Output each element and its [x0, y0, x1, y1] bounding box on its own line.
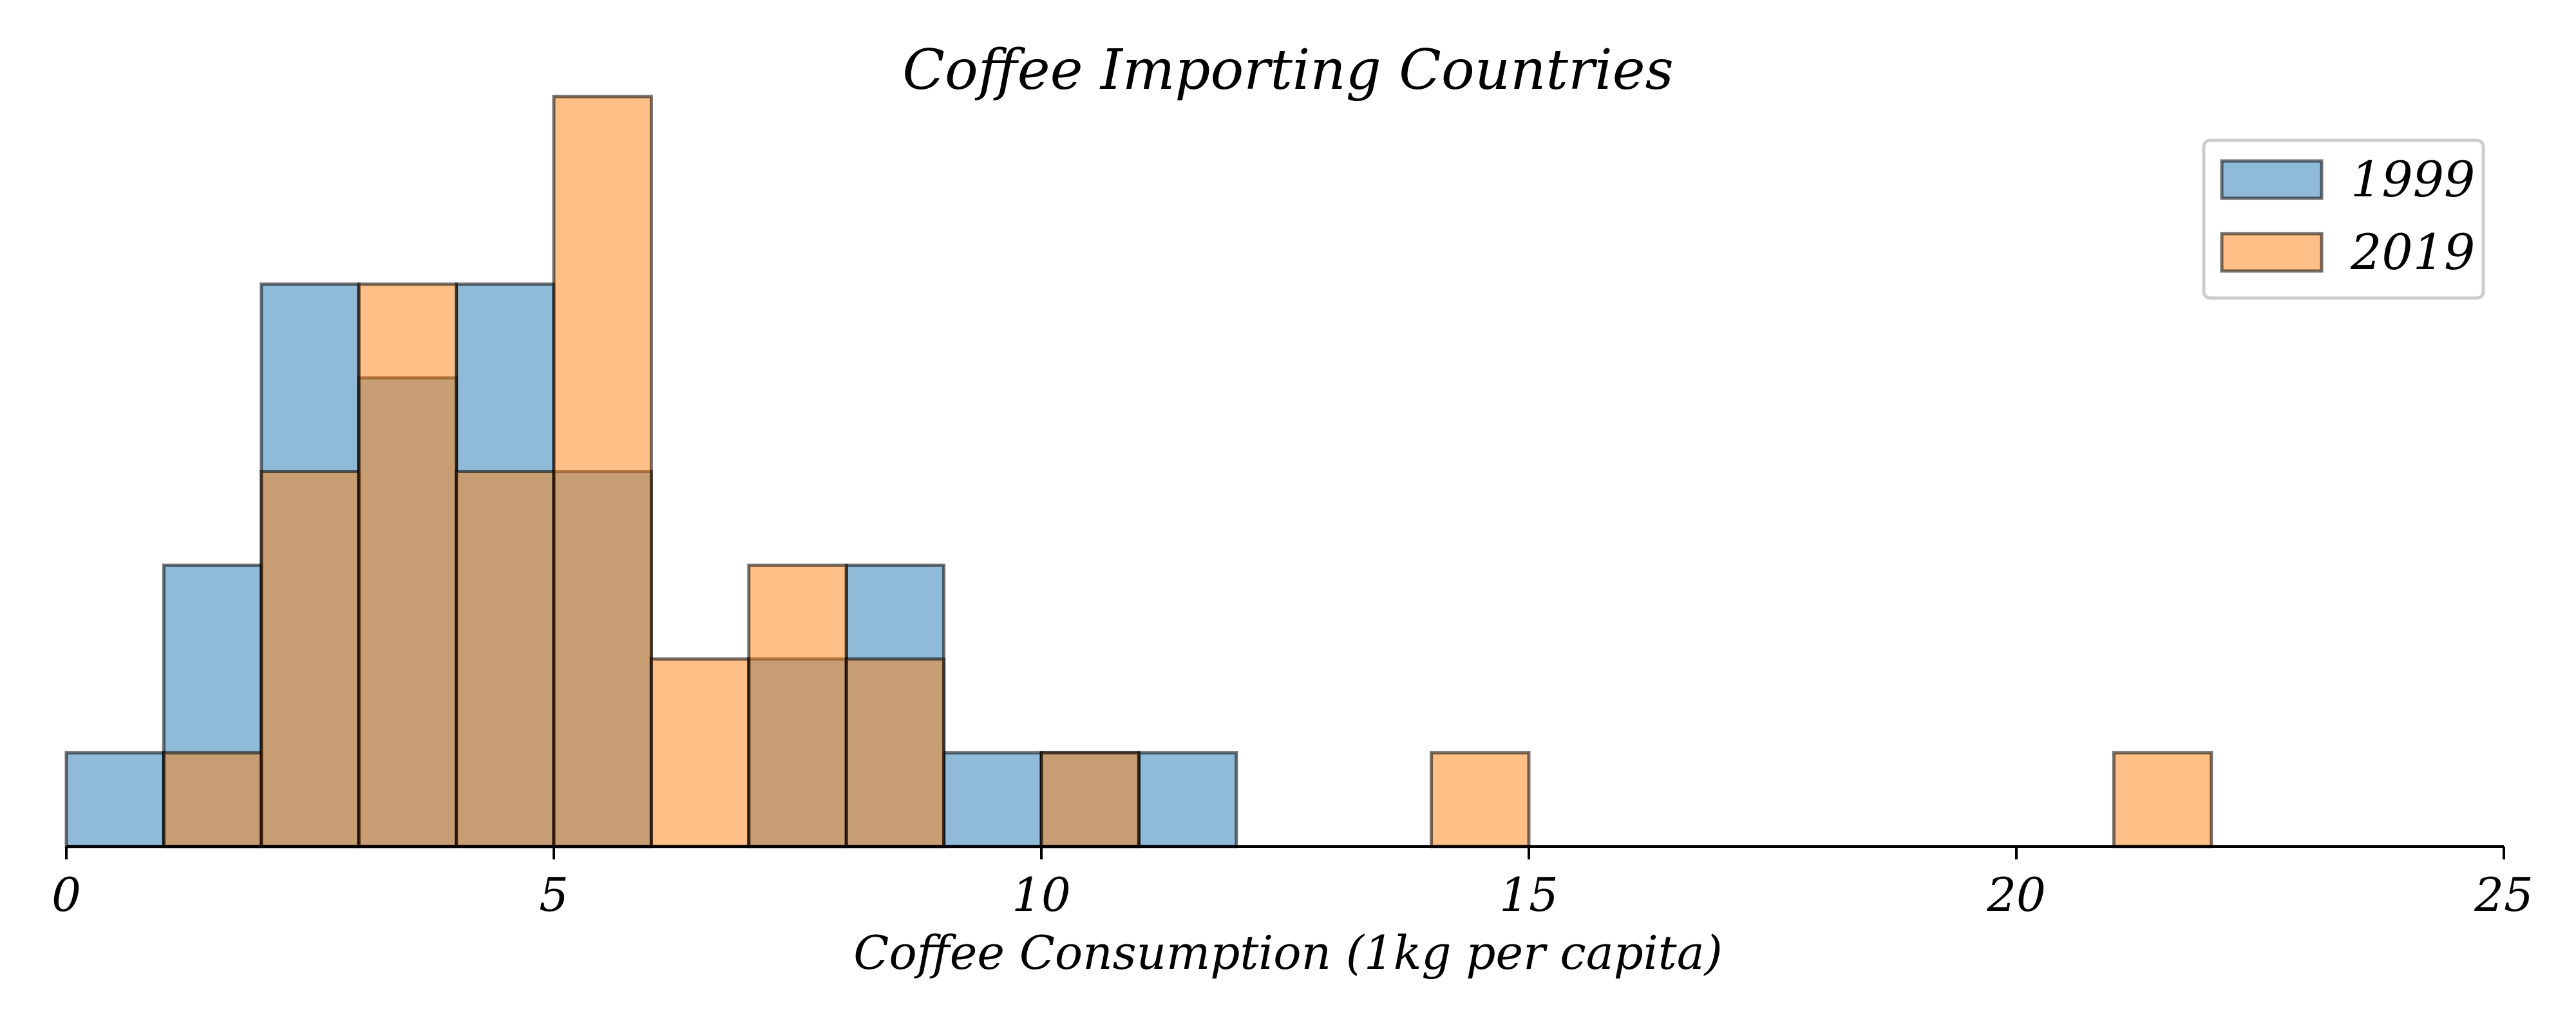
bar-2019-bin-2: [260, 470, 361, 848]
bar-2019-bin-5: [552, 95, 653, 848]
x-tick-label-15: 15: [1499, 868, 1558, 922]
x-tick-label-5: 5: [539, 868, 569, 922]
x-tick-label-20: 20: [1986, 868, 2046, 922]
x-axis-label: Coffee Consumption (1kg per capita): [853, 926, 1722, 980]
bar-2019-bin-6: [649, 657, 751, 848]
bars-layer: [64, 95, 2213, 848]
bar-2019-bin-4: [455, 470, 556, 848]
x-tick-label-25: 25: [2474, 868, 2533, 922]
chart-title: Coffee Importing Countries: [902, 38, 1674, 102]
legend: 1999 2019: [2202, 138, 2485, 300]
bar-1999-bin-9: [942, 751, 1043, 848]
bar-2019-bin-10: [1039, 751, 1141, 848]
legend-swatch-1999: [2220, 159, 2324, 200]
bar-2019-bin-1: [162, 751, 263, 848]
legend-swatch-2019: [2220, 232, 2324, 273]
bar-1999-bin-0: [64, 751, 166, 848]
bar-2019-bin-7: [747, 563, 848, 848]
legend-label-2019: 2019: [2350, 223, 2475, 281]
legend-label-1999: 1999: [2351, 151, 2475, 208]
x-tick-label-10: 10: [1012, 868, 1071, 922]
bar-2019-bin-14: [1430, 751, 1531, 848]
bar-2019-bin-21: [2112, 751, 2213, 848]
legend-entries: 1999 2019: [2220, 151, 2475, 281]
bar-1999-bin-11: [1137, 751, 1238, 848]
x-axis: 0 5 10 15 20 25: [52, 845, 2533, 922]
bar-2019-bin-3: [357, 282, 459, 848]
bar-2019-bin-8: [844, 657, 946, 848]
x-tick-label-0: 0: [52, 868, 81, 922]
